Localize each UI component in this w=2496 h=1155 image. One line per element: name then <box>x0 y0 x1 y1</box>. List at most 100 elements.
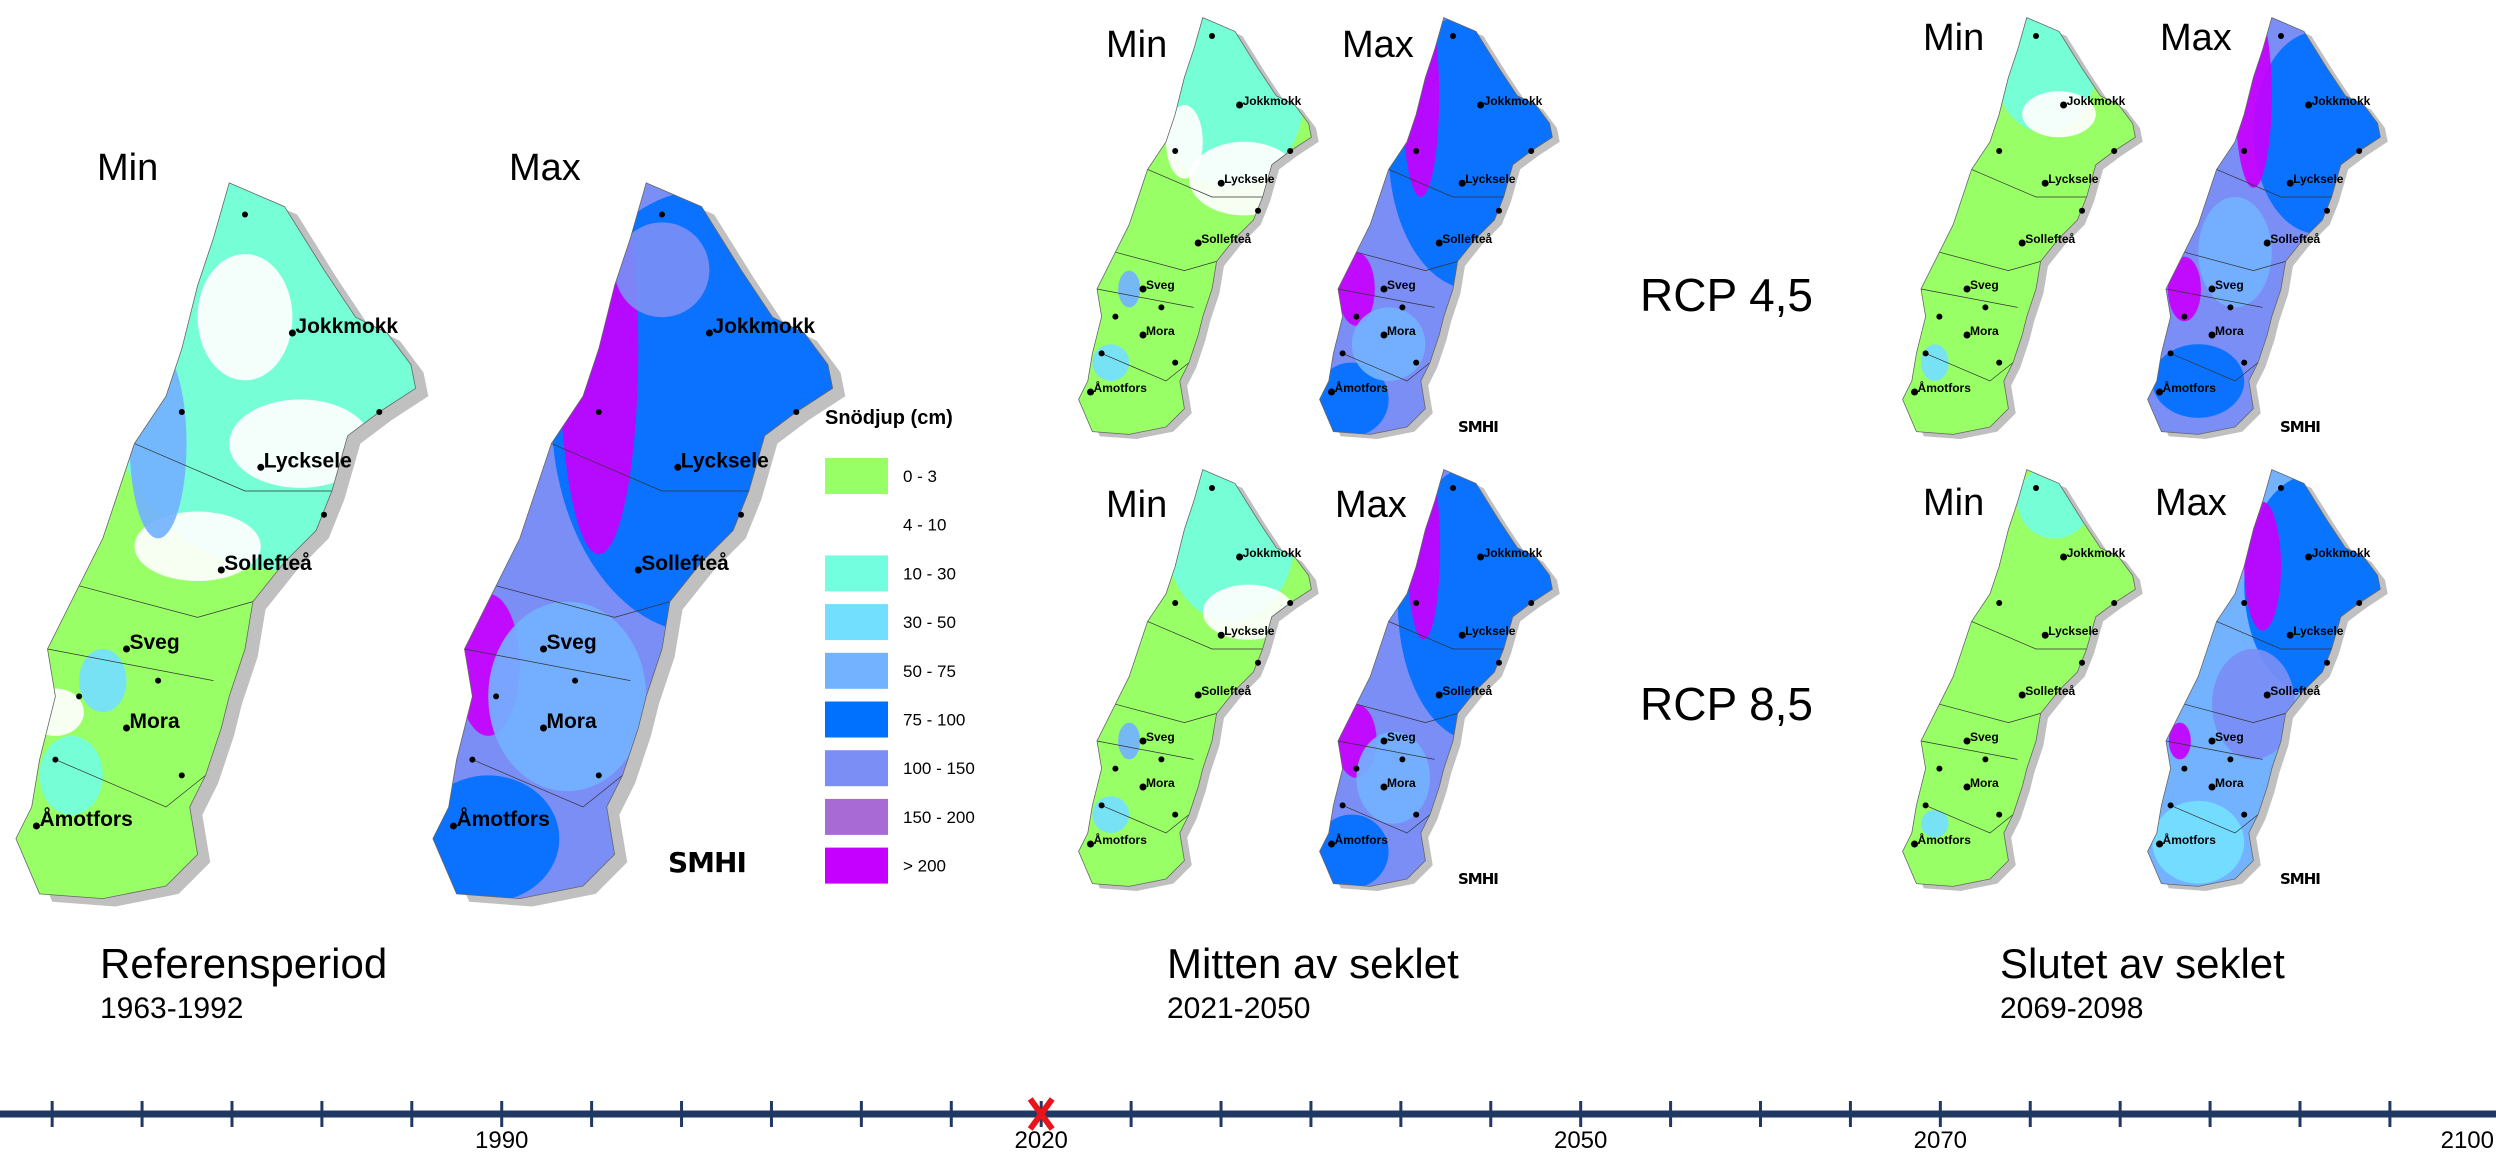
legend-label: > 200 <box>903 857 946 876</box>
town-dot <box>1158 304 1164 310</box>
city-label: Jokkmokk <box>1484 94 1543 108</box>
town-dot <box>321 512 327 518</box>
city-label: Mora <box>547 710 597 733</box>
period-title: Mitten av seklet <box>1167 940 1459 987</box>
town-dot <box>376 409 382 415</box>
city-label: Sollefteå <box>1201 232 1251 246</box>
city-label: Mora <box>1387 324 1416 338</box>
panel-label: Max <box>2155 482 2227 524</box>
town-dot <box>1399 304 1405 310</box>
snow-area <box>198 254 293 380</box>
town-dot <box>1172 600 1178 606</box>
town-dot <box>1172 148 1178 154</box>
scenario-label: RCP 8,5 <box>1640 678 1813 730</box>
period-title: Slutet av seklet <box>2000 940 2285 987</box>
panel-label: Max <box>509 147 581 189</box>
city-label: Sveg <box>1970 730 1999 744</box>
town-dot <box>2241 360 2247 366</box>
legend-label: 10 - 30 <box>903 564 956 583</box>
town-dot <box>2111 600 2117 606</box>
town-dot <box>2079 208 2085 214</box>
panel-label: Max <box>1335 484 1407 526</box>
city-label: Lycksele <box>264 449 352 472</box>
town-dot <box>1450 33 1456 39</box>
town-dot <box>1209 485 1215 491</box>
legend-swatch <box>825 848 888 884</box>
panel-label: Min <box>1106 484 1167 526</box>
town-dot <box>52 757 58 763</box>
city-label: Sveg <box>1146 730 1175 744</box>
city-label: Lycksele <box>2293 624 2344 638</box>
tick-label: 2100 <box>2441 1127 2494 1154</box>
logo: SMHI <box>1458 870 1498 888</box>
legend-label: 100 - 150 <box>903 759 975 778</box>
town-dot <box>1936 766 1942 772</box>
city-label: Åmotfors <box>456 807 549 831</box>
town-dot <box>2033 33 2039 39</box>
town-dot <box>1255 660 1261 666</box>
town-dot <box>2278 33 2284 39</box>
snow-area <box>79 649 126 712</box>
city-label: Jokkmokk <box>1484 546 1543 560</box>
town-dot <box>1996 360 2002 366</box>
town-dot <box>1353 314 1359 320</box>
city-label: Sollefteå <box>224 552 312 575</box>
city-label: Åmotfors <box>1918 380 1972 395</box>
town-dot <box>1528 600 1534 606</box>
page: { "min_label": "Min", "max_label": "Max"… <box>0 0 2496 1155</box>
town-dot <box>1340 350 1346 356</box>
panel-label: Min <box>1106 24 1167 66</box>
city-label: Sveg <box>1146 278 1175 292</box>
city-label: Jokkmokk <box>2067 94 2126 108</box>
town-dot <box>1255 208 1261 214</box>
town-dot <box>1496 208 1502 214</box>
panel-label: Min <box>97 147 158 189</box>
legend-swatch <box>825 750 888 786</box>
city-label: Jokkmokk <box>2312 546 2371 560</box>
city-label: Lycksele <box>2048 172 2099 186</box>
legend-label: 30 - 50 <box>903 613 956 632</box>
infographic: Jokkmokk Lycksele Sollefteå Sveg Mora Åmotfor… <box>0 0 2496 1155</box>
legend-swatch <box>825 702 888 738</box>
city-label: Sollefteå <box>2270 684 2320 698</box>
town-dot <box>2033 485 2039 491</box>
town-dot <box>2168 802 2174 808</box>
city-label: Åmotfors <box>1335 832 1389 847</box>
city-label: Lycksele <box>2048 624 2099 638</box>
town-dot <box>2324 660 2330 666</box>
city-label: Mora <box>1387 776 1416 790</box>
panel-label: Min <box>1923 17 1984 59</box>
town-dot <box>1982 304 1988 310</box>
snow-area <box>1118 723 1140 760</box>
city-label: Jokkmokk <box>712 315 815 338</box>
legend-label: 150 - 200 <box>903 808 975 827</box>
town-dot <box>2241 600 2247 606</box>
town-dot <box>76 693 82 699</box>
city-label: Sollefteå <box>1442 684 1492 698</box>
town-dot <box>1936 314 1942 320</box>
town-dot <box>1112 766 1118 772</box>
legend-swatch <box>825 653 888 689</box>
tick-label: 2070 <box>1914 1127 1967 1154</box>
city-label: Åmotfors <box>1094 832 1148 847</box>
snow-area <box>1118 271 1140 308</box>
city-label: Åmotfors <box>2163 380 2217 395</box>
city-label: Lycksele <box>681 449 769 472</box>
city-label: Åmotfors <box>39 807 132 831</box>
city-label: Jokkmokk <box>1243 94 1302 108</box>
legend-swatch <box>825 604 888 640</box>
town-dot <box>1353 766 1359 772</box>
town-dot <box>2324 208 2330 214</box>
town-dot <box>1982 756 1988 762</box>
city-label: Mora <box>1146 776 1175 790</box>
city-label: Mora <box>1970 324 1999 338</box>
logo: SMHI <box>2280 418 2320 436</box>
city-label: Mora <box>2215 776 2244 790</box>
legend-label: 0 - 3 <box>903 467 937 486</box>
town-dot <box>2168 350 2174 356</box>
legend-swatch <box>825 507 888 543</box>
city-label: Sveg <box>547 631 597 654</box>
town-dot <box>2111 148 2117 154</box>
town-dot <box>1287 148 1293 154</box>
city-label: Sollefteå <box>1201 684 1251 698</box>
